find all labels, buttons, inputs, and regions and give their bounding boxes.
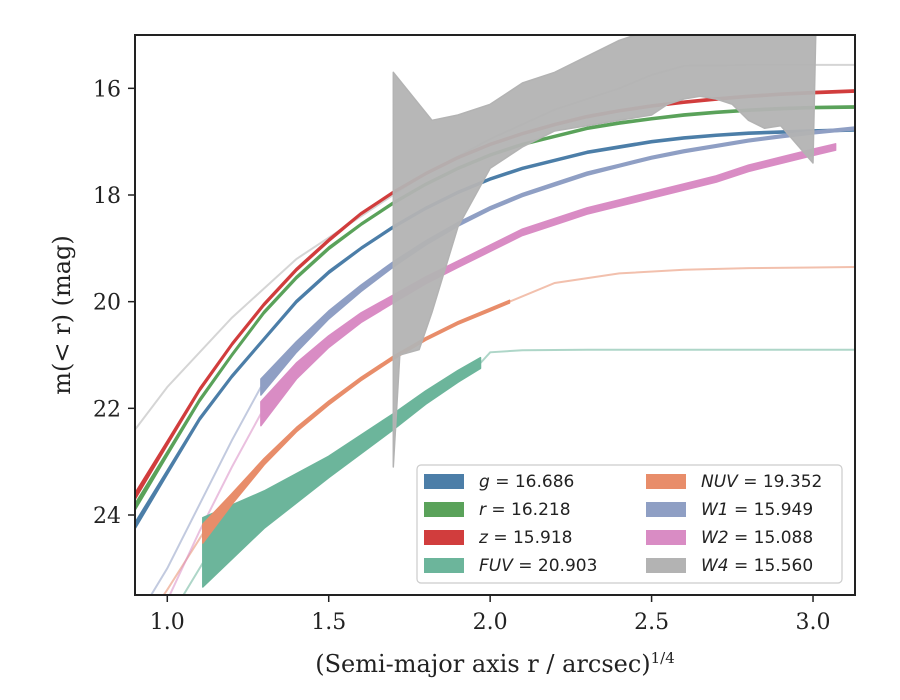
x-tick-label: 2.0 [473, 610, 508, 635]
extrapolation-line-nuv [162, 533, 204, 595]
y-tick-label: 24 [93, 504, 121, 529]
legend-swatch-w2 [646, 530, 686, 545]
legend-label-nuv: NUV = 19.352 [701, 472, 822, 492]
series-band-r [135, 105, 855, 511]
extrapolation-line-w1 [149, 386, 262, 595]
x-tick-label: 1.0 [150, 610, 185, 635]
extrapolation-line-fuv-outer [479, 348, 855, 364]
y-tick-label: 22 [93, 397, 121, 422]
legend-label-w1: W1 = 15.949 [701, 500, 813, 520]
legend-label-w2: W2 = 15.088 [701, 528, 813, 548]
legend-label-fuv: FUV = 20.903 [479, 556, 597, 576]
x-axis-title: (Semi-major axis r / arcsec)1/4 [315, 649, 675, 678]
y-tick-label: 20 [93, 291, 121, 316]
legend-swatch-fuv [424, 558, 464, 573]
legend-swatch-nuv [646, 474, 686, 489]
series-band-nuv [202, 299, 511, 544]
series-band-z [135, 89, 855, 501]
x-tick-label: 1.5 [311, 610, 346, 635]
legend-swatch-r [424, 502, 464, 517]
plot-frame [134, 34, 856, 596]
legend-label-z: z = 15.918 [478, 528, 572, 548]
legend-label-w4: W4 = 15.560 [701, 556, 813, 576]
legend-swatch-g [424, 474, 464, 489]
series-band-g [135, 128, 855, 530]
x-tick-label: 3.0 [796, 610, 831, 635]
legend-label-r: r = 16.218 [479, 500, 571, 520]
legend-label-g: g = 16.686 [479, 472, 574, 492]
axis-ticks: 1.0 1.5 2.0 2.5 3.0 16 18 20 22 24 [93, 77, 831, 635]
legend: g = 16.686 r = 16.218 z = 15.918 FUV = 20.9… [416, 464, 843, 584]
legend-swatch-z [424, 530, 464, 545]
y-axis-title: m(< r) (mag) [48, 235, 76, 394]
legend-swatch-w1 [646, 502, 686, 517]
extrapolation-line-w2 [168, 413, 262, 595]
series-band-fuv [202, 356, 482, 588]
series-band-w4 [392, 35, 817, 468]
extrapolation-line-nuv-outer [509, 266, 855, 303]
legend-box [416, 464, 843, 584]
extrapolation-line-fuv [182, 562, 204, 595]
data-bands [135, 35, 855, 588]
legend-swatch-w4 [646, 558, 686, 573]
x-tick-label: 2.5 [634, 610, 669, 635]
y-tick-label: 16 [93, 77, 121, 102]
y-tick-label: 18 [93, 184, 121, 209]
